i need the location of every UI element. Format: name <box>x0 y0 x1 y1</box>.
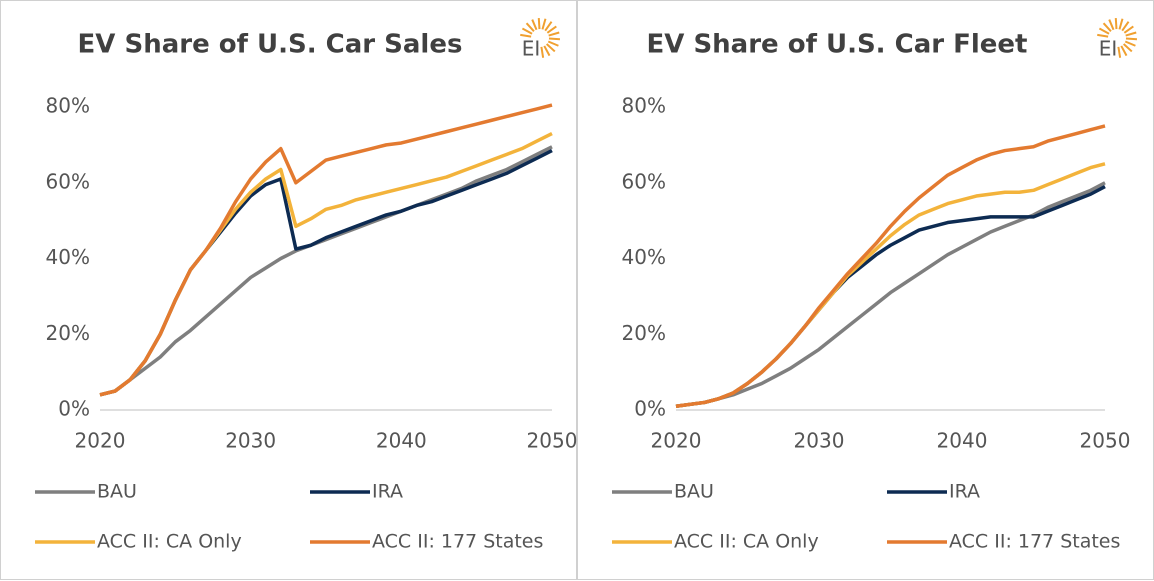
logo-ray <box>1123 25 1134 34</box>
line-series <box>675 162 1106 408</box>
x-tick-label: 2040 <box>376 429 427 453</box>
logo-ray <box>1125 31 1137 37</box>
logo: EI <box>522 37 541 61</box>
y-tick-label: 80% <box>622 94 666 118</box>
x-tick-label: 2020 <box>75 429 126 453</box>
x-tick-label: 2020 <box>651 429 702 453</box>
x-tick-label: 2050 <box>1080 429 1131 453</box>
logo-ray <box>1124 40 1136 47</box>
y-tick-label: 0% <box>634 397 666 421</box>
legend-label: ACC II: 177 States <box>372 531 543 553</box>
logo-ray <box>544 21 553 32</box>
legend-label: BAU <box>674 481 714 503</box>
logo-ray <box>1097 33 1109 38</box>
logo: EI <box>1099 37 1118 61</box>
logo-ray <box>540 46 545 58</box>
y-tick-label: 80% <box>46 94 90 118</box>
x-tick-label: 2040 <box>937 429 988 453</box>
line-series <box>675 184 1106 408</box>
logo-ray <box>521 27 533 35</box>
y-tick-label: 20% <box>46 321 90 345</box>
line-series <box>99 145 553 397</box>
logo-ray <box>1125 37 1138 41</box>
legend-label: ACC II: CA Only <box>674 531 819 553</box>
legend-label: IRA <box>372 481 403 503</box>
logo-ray <box>1121 21 1130 32</box>
chart-border <box>0 0 577 580</box>
logo-ray <box>1122 43 1133 53</box>
logo-ray <box>531 19 538 31</box>
logo-ray <box>1098 27 1110 35</box>
chart-title: EV Share of U.S. Car Fleet <box>647 30 1028 60</box>
y-tick-label: 40% <box>622 245 666 269</box>
y-tick-label: 20% <box>622 321 666 345</box>
line-series <box>675 124 1106 408</box>
x-tick-label: 2030 <box>794 429 845 453</box>
logo-ray <box>525 22 535 33</box>
logo-ray <box>548 31 560 37</box>
x-tick-label: 2050 <box>527 429 578 453</box>
logo-ray <box>1102 22 1112 33</box>
logo-ray <box>520 33 532 38</box>
x-tick-label: 2030 <box>225 429 276 453</box>
line-series <box>99 131 553 397</box>
legend-label: IRA <box>949 481 980 503</box>
logo-ray <box>1120 45 1128 57</box>
logo-ray <box>541 18 547 30</box>
logo-ray <box>1108 19 1115 31</box>
legend-label: ACC II: 177 States <box>949 531 1120 553</box>
y-tick-label: 0% <box>58 397 90 421</box>
logo-ray <box>547 40 559 47</box>
line-series <box>675 181 1106 408</box>
logo-ray <box>537 17 541 30</box>
logo-ray <box>1117 46 1122 58</box>
logo-ray <box>545 43 556 53</box>
logo-ray <box>1114 17 1118 30</box>
y-tick-label: 40% <box>46 245 90 269</box>
line-series <box>99 103 553 397</box>
y-tick-label: 60% <box>622 169 666 193</box>
chart-title: EV Share of U.S. Car Sales <box>78 30 463 60</box>
legend-label: ACC II: CA Only <box>97 531 242 553</box>
logo-ray <box>546 25 557 34</box>
logo-ray <box>543 45 551 57</box>
line-series <box>99 148 553 397</box>
legend-label: BAU <box>97 481 137 503</box>
logo-ray <box>1118 18 1124 30</box>
y-tick-label: 60% <box>46 169 90 193</box>
logo-ray <box>548 37 561 41</box>
